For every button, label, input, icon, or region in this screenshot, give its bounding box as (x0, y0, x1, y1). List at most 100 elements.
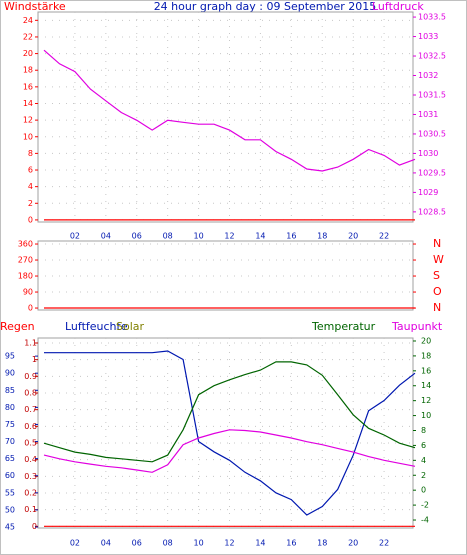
x-tick-label: 12 (224, 539, 234, 548)
y2-tick-label: 14 (421, 381, 431, 390)
y-tick-label: 18 (23, 66, 33, 75)
y-tick-label: 0 (28, 304, 33, 313)
y2-tick-label: W (433, 253, 444, 266)
y-tick-label: 270 (18, 256, 33, 265)
y-tick-label: 1.1 (24, 339, 37, 348)
chart-title: 24 hour graph day : 09 September 2015 (154, 0, 377, 13)
y-tick-label: 0.9 (24, 372, 37, 381)
y-tick-label: 90 (23, 288, 33, 297)
x-tick-label: 20 (348, 232, 358, 241)
y-tick-label: 0.8 (24, 389, 37, 398)
x-tick-label: 22 (379, 232, 389, 241)
y2-tick-label: N (433, 237, 441, 250)
y-tick-label: 0.7 (24, 405, 37, 414)
series-label: Taupunkt (391, 320, 443, 333)
y-tick-label: 0.5 (24, 439, 37, 448)
y2-tick-label: 10 (421, 411, 431, 420)
y-tick-label: 0 (28, 215, 33, 224)
y-tick-label: 6 (28, 166, 33, 175)
y-tick-label: 1 (32, 355, 37, 364)
series-line (43, 49, 416, 172)
y2-tick-label: 18 (421, 351, 431, 360)
y2-tick-label: 2 (421, 471, 426, 480)
y3-tick-label: 95 (5, 352, 15, 361)
y3-tick-label: 50 (5, 505, 15, 514)
y-tick-label: 22 (23, 32, 33, 41)
y3-tick-label: 45 (5, 522, 15, 531)
y2-tick-label: 1033 (418, 32, 438, 41)
y3-tick-label: 90 (5, 369, 15, 378)
x-tick-label: 06 (132, 539, 142, 548)
y-tick-label: 2 (28, 199, 33, 208)
y-tick-label: 20 (23, 49, 33, 58)
y2-tick-label: 1029 (418, 188, 438, 197)
x-tick-label: 18 (317, 539, 327, 548)
y-tick-label: 0.4 (24, 455, 37, 464)
x-tick-label: 16 (286, 232, 296, 241)
x-tick-label: 16 (286, 539, 296, 548)
x-tick-label: 02 (70, 232, 80, 241)
y2-tick-label: 1032.5 (418, 52, 446, 61)
plot-frame (37, 11, 414, 223)
x-tick-label: 14 (255, 539, 265, 548)
y2-tick-label: 20 (421, 336, 431, 345)
y-tick-label: 24 (23, 16, 33, 25)
y2-tick-label: 1033.5 (418, 13, 446, 22)
y2-tick-label: 8 (421, 426, 426, 435)
y2-tick-label: 1030 (418, 149, 438, 158)
y2-tick-label: O (433, 285, 442, 298)
series-line (43, 429, 416, 473)
y2-tick-label: -4 (421, 516, 429, 525)
y2-tick-label: S (433, 269, 440, 282)
series-line (44, 350, 416, 516)
y2-tick-label: 6 (421, 441, 426, 450)
y2-tick-label: 1029.5 (418, 168, 446, 177)
x-tick-label: 12 (224, 232, 234, 241)
y-tick-label: 4 (28, 182, 33, 191)
y-tick-label: 8 (28, 149, 33, 158)
y2-tick-label: 1031.5 (418, 90, 446, 99)
series-label: Solar (116, 320, 145, 333)
y2-tick-label: 12 (421, 396, 431, 405)
x-tick-label: 10 (193, 232, 203, 241)
y-tick-label: 10 (23, 132, 33, 141)
x-tick-label: 04 (101, 539, 111, 548)
y-tick-label: 0.3 (24, 472, 37, 481)
y3-tick-label: 60 (5, 471, 15, 480)
x-tick-label: 20 (348, 539, 358, 548)
series-label: Windstärke (4, 0, 66, 13)
y-tick-label: 180 (18, 272, 33, 281)
y2-tick-label: 1031 (418, 110, 438, 119)
y3-tick-label: 55 (5, 488, 15, 497)
y3-tick-label: 70 (5, 437, 15, 446)
y2-tick-label: 0 (421, 486, 426, 495)
x-tick-label: 14 (255, 232, 265, 241)
series-line (43, 361, 416, 463)
y-tick-label: 0 (32, 522, 37, 531)
y2-tick-label: 16 (421, 366, 431, 375)
x-tick-label: 08 (163, 539, 173, 548)
y3-tick-label: 65 (5, 454, 15, 463)
x-tick-label: 22 (379, 539, 389, 548)
series-label: Luftfeuchte (65, 320, 128, 333)
series-label: Luftdruck (372, 0, 424, 13)
x-tick-label: 02 (70, 539, 80, 548)
y-tick-label: 12 (23, 116, 33, 125)
y-tick-label: 14 (23, 99, 33, 108)
x-tick-label: 10 (193, 539, 203, 548)
x-tick-label: 06 (132, 232, 142, 241)
y3-tick-label: 75 (5, 420, 15, 429)
y2-tick-label: 1030.5 (418, 129, 446, 138)
x-tick-label: 18 (317, 232, 327, 241)
y3-tick-label: 85 (5, 386, 15, 395)
y2-tick-label: -2 (421, 501, 429, 510)
plot-frame (37, 240, 414, 311)
x-tick-label: 08 (163, 232, 173, 241)
y-tick-label: 16 (23, 82, 33, 91)
series-label: Temperatur (311, 320, 376, 333)
plot-frame (37, 337, 414, 529)
y-tick-label: 0.1 (24, 505, 37, 514)
y2-tick-label: 4 (421, 456, 426, 465)
x-tick-label: 04 (101, 232, 111, 241)
